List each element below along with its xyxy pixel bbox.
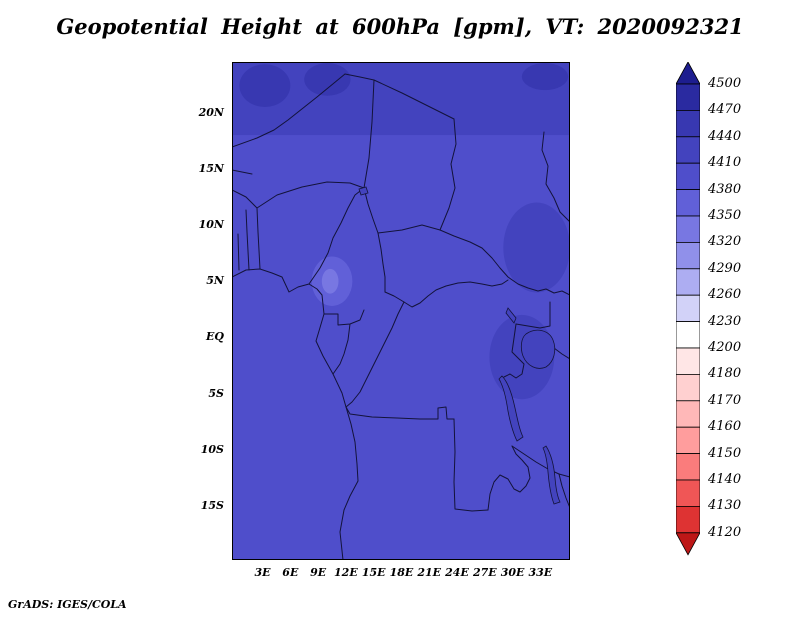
colorbar-segment-10: [676, 347, 700, 375]
colorbar-label-4140: 4140: [708, 472, 742, 487]
colorbar-label-4380: 4380: [708, 181, 742, 197]
x-tick-label-18E: 18E: [389, 566, 414, 579]
colorbar-label-4160: 4160: [708, 419, 742, 435]
colorbar-segment-16: [676, 505, 700, 534]
colorbar-segment-1: [676, 110, 700, 138]
field-region-ethiopian-highlands: [503, 202, 570, 293]
x-tick-label-27E: 27E: [472, 566, 497, 579]
x-tick-label-12E: 12E: [334, 566, 358, 579]
colorbar-label-4200: 4200: [708, 340, 742, 355]
colorbar-segment-11: [676, 373, 700, 402]
x-tick-label-24E: 24E: [445, 566, 469, 579]
y-tick-label-5N: 5N: [206, 274, 224, 288]
colorbar-label-4230: 4230: [708, 313, 742, 329]
colorbar-label-4260: 4260: [708, 287, 742, 303]
colorbar-label-4500: 4500: [708, 76, 742, 91]
colorbar-label-4150: 4150: [708, 445, 742, 461]
x-tick-label-15E: 15E: [361, 566, 386, 579]
x-tick-label-33E: 33E: [528, 566, 553, 579]
colorbar-label-4440: 4440: [708, 128, 742, 144]
colorbar-label-4410: 4410: [708, 155, 742, 171]
colorbar-arrow-high: [676, 62, 700, 85]
colorbar-label-4290: 4290: [708, 260, 742, 276]
field-region-sahara-high-west: [239, 64, 291, 107]
plot-frame: [232, 62, 570, 560]
y-tick-label-5S: 5S: [208, 386, 224, 400]
colorbar-label-4320: 4320: [708, 234, 742, 250]
y-tick-label-15S: 15S: [200, 499, 224, 513]
plot-title: Geopotential Height at 600hPa [gpm], VT:…: [56, 14, 744, 39]
credit-text: GrADS: IGES/COLA: [8, 598, 127, 611]
country-borders: [232, 73, 570, 560]
x-tick-label-9E: 9E: [310, 566, 327, 579]
field-region-cameroon-highlands-core: [321, 268, 339, 294]
colorbar-segment-3: [676, 162, 700, 190]
colorbar-segment-4: [676, 189, 700, 217]
colorbar-legend: 4500 4470 4440 4410 4380 4350 4320 4290 4260 4230…: [676, 62, 786, 562]
field-region-sahara-high-east: [521, 63, 569, 91]
colorbar-segment-12: [676, 400, 700, 428]
colorbar-segment-7: [676, 268, 700, 296]
colorbar-label-4120: 4120: [708, 524, 742, 540]
field-region-sahara-high-central: [304, 63, 351, 96]
colorbar-segment-8: [676, 294, 700, 322]
x-tick-label-21E: 21E: [417, 566, 442, 579]
x-tick-label-3E: 3E: [254, 566, 271, 579]
field-region-domain-background: [232, 62, 570, 560]
y-tick-label-EQ: EQ: [206, 330, 224, 344]
colorbar-arrow-low: [676, 532, 700, 556]
colorbar-segment-6: [676, 241, 700, 270]
y-tick-label-15N: 15N: [198, 161, 224, 175]
colorbar-segment-14: [676, 453, 700, 481]
map-canvas: [232, 62, 570, 560]
colorbar-label-4130: 4130: [708, 498, 742, 514]
colorbar-segment-2: [676, 136, 700, 164]
y-tick-label-20N: 20N: [198, 105, 224, 119]
lakes: [358, 186, 561, 505]
x-tick-label-6E: 6E: [282, 566, 299, 579]
colorbar-segment-0: [676, 83, 700, 111]
colorbar-segment-13: [676, 426, 700, 455]
field-region-northern-sahara-band: [232, 62, 570, 136]
colorbar-segment-15: [676, 479, 700, 507]
y-tick-label-10N: 10N: [198, 218, 224, 231]
colorbar-label-4470: 4470: [708, 102, 742, 118]
y-tick-label-10S: 10S: [200, 442, 224, 456]
colorbar-label-4170: 4170: [708, 392, 742, 408]
x-tick-label-30E: 30E: [500, 566, 525, 579]
colorbar-label-4180: 4180: [708, 366, 742, 382]
colorbar-label-4350: 4350: [708, 208, 742, 223]
colorbar-bar: [676, 62, 700, 556]
colorbar-segment-9: [676, 321, 700, 349]
colorbar-segment-5: [676, 215, 700, 243]
